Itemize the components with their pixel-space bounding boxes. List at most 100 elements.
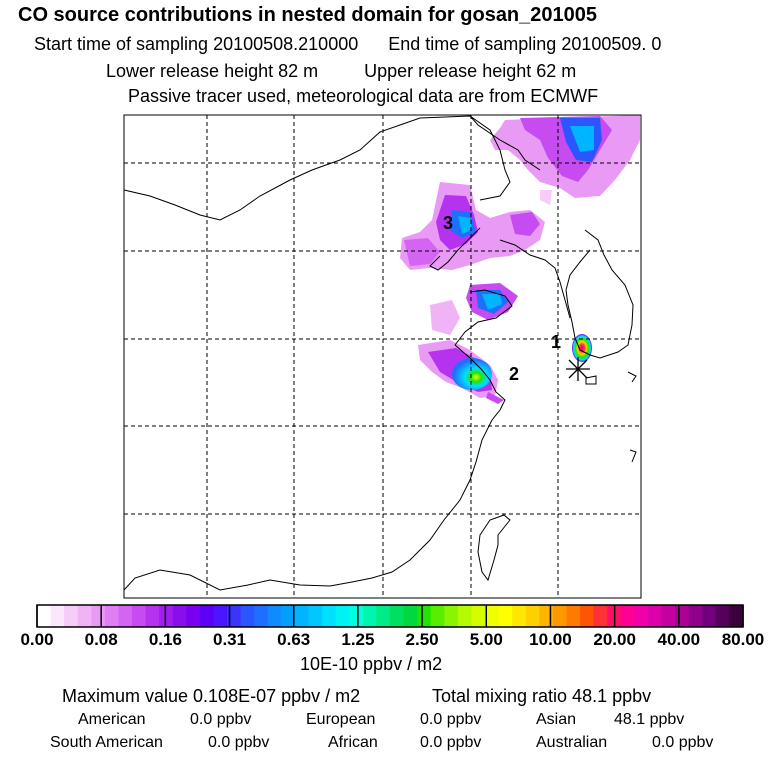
region-name: Australian: [536, 734, 608, 751]
plume-source-1: [572, 334, 592, 362]
colorbar-swatch: [349, 605, 364, 627]
colorbar-swatch: [552, 605, 568, 627]
colorbar-swatch: [471, 605, 486, 627]
colorbar-tick-label: 0.08: [85, 630, 118, 649]
colorbar: [36, 604, 744, 628]
colorbar-swatch: [145, 605, 160, 627]
colorbar-tick-label: 0.63: [277, 630, 310, 649]
source-label-2: 2: [509, 364, 519, 384]
colorbar-swatch: [675, 605, 690, 627]
plume-source-2: [418, 340, 504, 404]
plume-source-3: [400, 182, 545, 270]
colorbar-swatch: [240, 605, 255, 627]
colorbar-swatch: [64, 605, 79, 627]
colorbar-swatch: [647, 605, 663, 627]
tracer-note: Passive tracer used, meteorological data…: [128, 86, 599, 106]
colorbar-unit: 10E-10 ppbv / m2: [300, 654, 443, 674]
colorbar-swatch: [37, 605, 52, 627]
colorbar-swatch: [512, 605, 527, 627]
colorbar-swatch: [132, 605, 147, 627]
colorbar-swatch: [186, 605, 201, 627]
colorbar-tick-label: 10.00: [529, 630, 572, 649]
colorbar-swatch: [322, 605, 337, 627]
colorbar-tick-label: 1.25: [341, 630, 374, 649]
lower-release-height: Lower release height 82 m: [106, 61, 319, 81]
end-time: End time of sampling 20100509. 0: [388, 34, 662, 54]
region-name: South American: [50, 734, 163, 751]
upper-release-height: Upper release height 62 m: [364, 61, 577, 81]
colorbar-swatch: [199, 605, 215, 627]
colorbar-tick-label: 5.00: [470, 630, 503, 649]
total-mixing-ratio: Total mixing ratio 48.1 ppbv: [432, 686, 652, 706]
colorbar-swatch: [580, 605, 595, 627]
colorbar-swatch: [254, 605, 269, 627]
source-label-3: 3: [443, 213, 453, 233]
region-name: African: [328, 734, 378, 751]
colorbar-tick-label: 20.00: [593, 630, 636, 649]
colorbar-swatch: [539, 605, 554, 627]
colorbar-tick-label: 80.00: [722, 630, 765, 649]
sampling-times: Start time of sampling 20100508.210000 En…: [34, 34, 661, 55]
colorbar-tick-label: 40.00: [658, 630, 701, 649]
colorbar-swatch: [634, 605, 649, 627]
plume-north: [490, 115, 640, 205]
colorbar-swatch: [77, 605, 92, 627]
plot-title: CO source contributions in nested domain…: [18, 4, 598, 26]
colorbar-swatch: [525, 605, 540, 627]
colorbar-swatch: [417, 605, 432, 627]
colorbar-swatch: [661, 605, 676, 627]
colorbar-tick-label: 2.50: [406, 630, 439, 649]
colorbar-swatch: [620, 605, 635, 627]
colorbar-swatch: [294, 605, 310, 627]
region-value: 0.0 ppbv: [190, 711, 252, 728]
colorbar-swatch: [566, 605, 581, 627]
region-name: European: [306, 711, 376, 728]
colorbar-swatch: [172, 605, 187, 627]
colorbar-swatch: [593, 605, 608, 627]
colorbar-swatch: [403, 605, 418, 627]
start-time: Start time of sampling 20100508.210000: [34, 34, 359, 54]
colorbar-swatch: [118, 605, 133, 627]
colorbar-tick-label: 0.00: [20, 630, 53, 649]
colorbar-swatch: [444, 605, 459, 627]
colorbar-swatch: [390, 605, 405, 627]
colorbar-swatch: [104, 605, 120, 627]
map-grid: [124, 115, 641, 598]
colorbar-swatch: [430, 605, 445, 627]
colorbar-swatch: [308, 605, 323, 627]
region-value: 0.0 ppbv: [208, 734, 270, 751]
plume-shandong: [430, 283, 518, 335]
colorbar-swatch: [362, 605, 378, 627]
colorbar-tick-labels: 0.00 0.08 0.16 0.31 0.63 1.25 2.50 5.00 10.00 20.…: [20, 605, 764, 649]
region-value: 0.0 ppbv: [420, 711, 482, 728]
region-value: 0.0 ppbv: [652, 734, 714, 751]
plot-frame: [123, 114, 642, 599]
colorbar-swatch: [50, 605, 65, 627]
colorbar-swatch: [498, 605, 513, 627]
colorbar-swatch: [457, 605, 473, 627]
colorbar-swatch: [729, 605, 744, 627]
region-value: 48.1 ppbv: [614, 711, 685, 728]
colorbar-swatch: [715, 605, 731, 627]
release-heights: Lower release height 82 m Upper release h…: [106, 61, 576, 82]
colorbar-swatch: [688, 605, 703, 627]
colorbar-swatch: [267, 605, 282, 627]
colorbar-swatch: [702, 605, 717, 627]
colorbar-swatch: [91, 605, 106, 627]
colorbar-tick-label: 0.31: [213, 630, 246, 649]
colorbar-swatch: [281, 605, 296, 627]
colorbar-swatch: [335, 605, 350, 627]
colorbar-swatch: [159, 605, 174, 627]
region-value: 0.0 ppbv: [420, 734, 482, 751]
region-name: American: [78, 711, 146, 728]
region-name: Asian: [536, 711, 577, 728]
receptor-asterisk-icon: [566, 357, 590, 381]
colorbar-swatch: [376, 605, 391, 627]
colorbar-tick-label: 0.16: [149, 630, 182, 649]
colorbar-swatch: [485, 605, 500, 627]
colorbar-swatch: [227, 605, 242, 627]
max-value: Maximum value 0.108E-07 ppbv / m2: [62, 686, 361, 706]
source-label-1: 1: [551, 332, 561, 352]
colorbar-swatch: [213, 605, 228, 627]
